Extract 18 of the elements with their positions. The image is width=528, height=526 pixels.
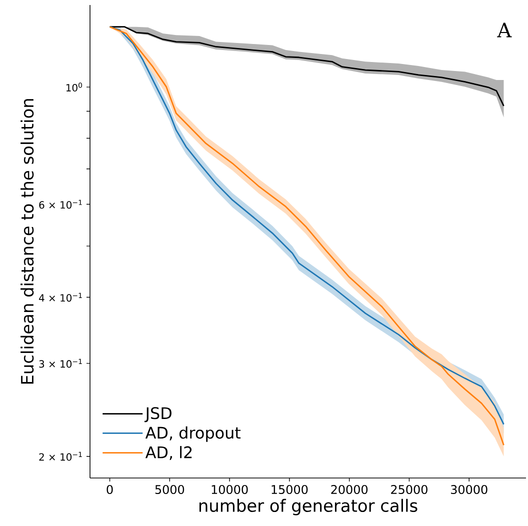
legend-label: JSD (144, 407, 172, 422)
x-tick-label: 30000 (451, 485, 488, 494)
legend-label: AD, l2 (145, 446, 192, 460)
x-tick-label: 20000 (331, 485, 368, 494)
y-tick-label: 10$^{0}$ (66, 82, 82, 92)
x-tick-label: 0 (106, 485, 113, 494)
legend-label: AD, dropout (145, 426, 241, 442)
x-axis-title: number of generator calls (199, 498, 418, 516)
y-tick-label: 2 × 10$^{−1}$ (39, 452, 82, 461)
x-tick-label: 10000 (212, 485, 248, 494)
x-tick-label: 15000 (272, 485, 308, 494)
x-tick-label: 25000 (391, 485, 428, 494)
x-tick-label: 5000 (155, 485, 184, 494)
y-tick-label: 6 × 10$^{−1}$ (39, 200, 82, 209)
y-tick-label: 4 × 10$^{−1}$ (38, 292, 82, 302)
y-axis-title: Euclidean distance to the solution (20, 99, 34, 384)
y-tick-label: 3 × 10$^{−1}$ (39, 358, 82, 368)
annotation: A (497, 22, 512, 38)
